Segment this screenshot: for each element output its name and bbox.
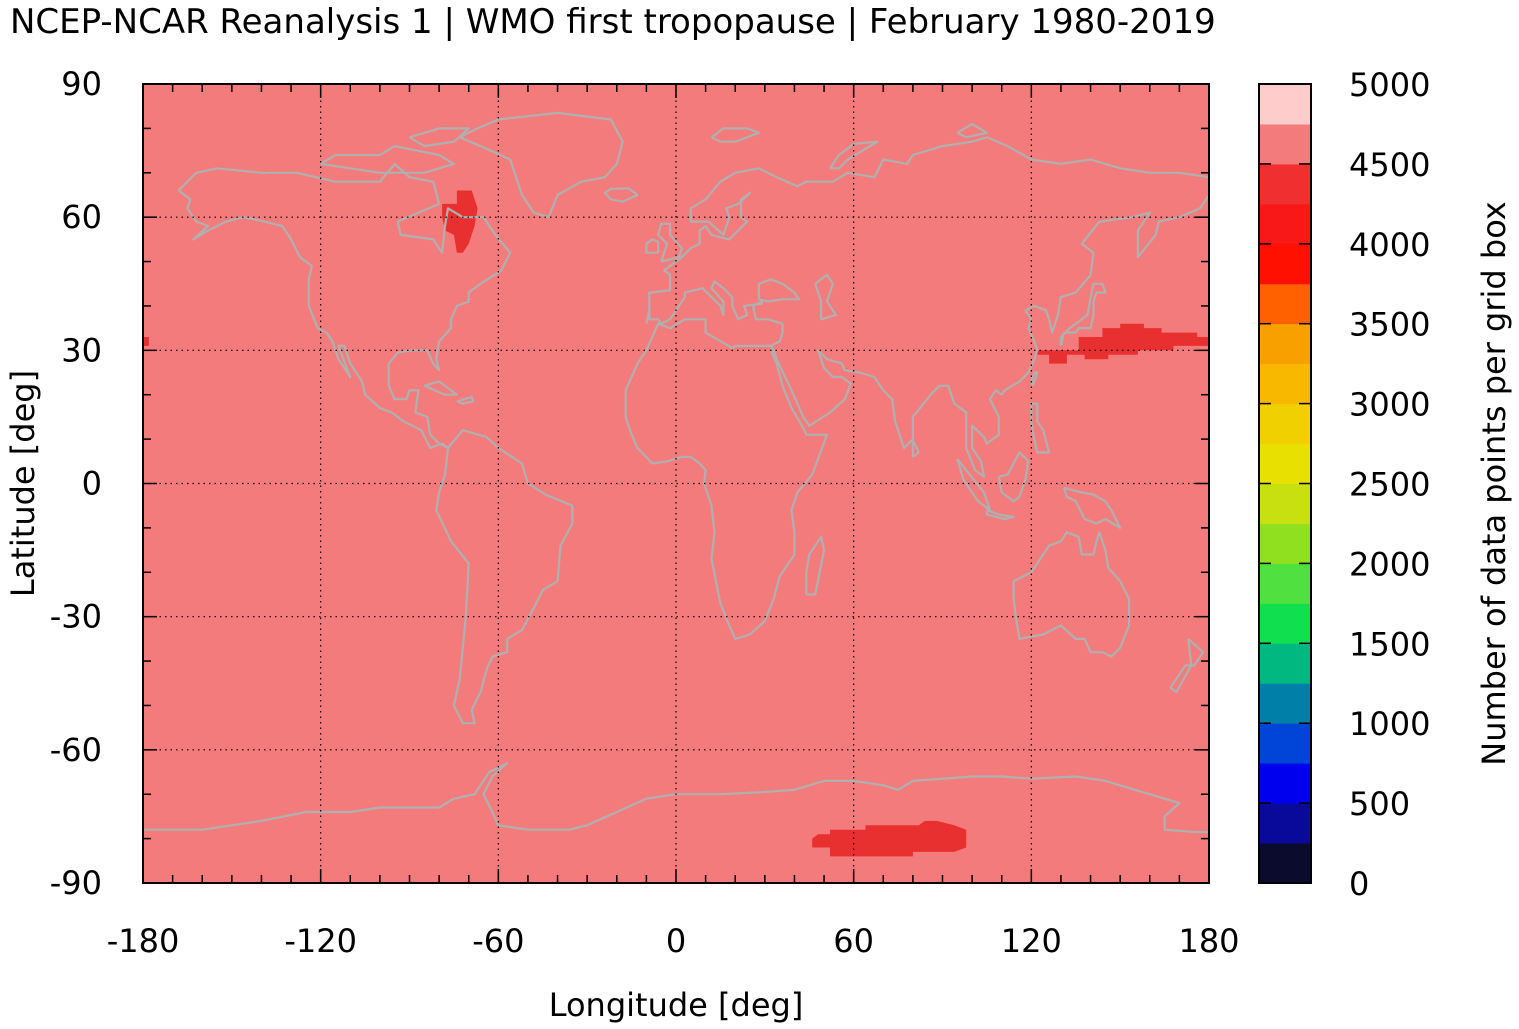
colorbar-segment <box>1259 483 1311 524</box>
colorbar-tick-label: 500 <box>1349 785 1410 823</box>
density-patch-east-antarctica <box>812 820 967 857</box>
colorbar-tick-labels: 0 500 1000 1500 2000 2500 3000 3500 4000 4500 5000 <box>1349 66 1430 903</box>
coastline-arctic-islands-1 <box>320 145 455 174</box>
y-tick-labels: 90 60 30 0 -30 -60 -90 <box>50 65 102 902</box>
grid-lines <box>143 84 1209 883</box>
density-patch-dateline-30n <box>143 337 149 346</box>
y-tick-label: -90 <box>50 864 102 902</box>
coastline-australia <box>1012 531 1131 658</box>
colorbar-tick-label: 3000 <box>1349 386 1430 424</box>
y-tick-label: 0 <box>82 465 102 503</box>
colorbar-segment <box>1259 203 1311 245</box>
x-tick-labels: -180 -120 -60 0 60 120 180 <box>107 922 1240 960</box>
colorbar-tick-label: 4000 <box>1349 226 1430 264</box>
colorbar-segment <box>1259 643 1311 684</box>
coastline-north-america <box>177 162 512 450</box>
coastline-ireland <box>645 238 660 254</box>
x-tick-label: 60 <box>833 922 874 960</box>
coastline-taiwan <box>1030 371 1039 387</box>
colorbar-segment <box>1259 523 1311 564</box>
colorbar-segment <box>1259 683 1311 724</box>
colorbar-segment <box>1259 283 1311 325</box>
colorbar <box>1258 83 1312 884</box>
colorbar-segment <box>1259 123 1311 165</box>
coastline-arctic-islands-2 <box>408 127 470 148</box>
coastline-borneo <box>997 451 1030 503</box>
colorbar-segment <box>1259 763 1311 804</box>
coastline-asia-east <box>624 194 1210 641</box>
colorbar-segment <box>1259 603 1311 644</box>
coastline-eurasia-africa <box>645 136 1210 324</box>
colorbar-tick-label: 2500 <box>1349 466 1430 504</box>
y-tick-label: 30 <box>61 331 102 369</box>
colorbar-segment <box>1259 403 1311 445</box>
x-tick-label: 0 <box>666 922 686 960</box>
density-patch-hudson-bay <box>442 190 478 253</box>
density-patch-northwest-pacific <box>1037 323 1209 364</box>
colorbar-segment <box>1259 443 1311 484</box>
colorbar-tick-label: 1000 <box>1349 705 1430 743</box>
coastline-hispaniola <box>456 395 475 405</box>
coastline-severnaya <box>956 122 989 139</box>
coastline-black-sea <box>757 278 801 303</box>
colorbar-segment <box>1259 803 1311 844</box>
colorbar-tick-label: 0 <box>1349 865 1369 903</box>
coastlines <box>143 111 1210 834</box>
coastline-sri-lanka <box>911 439 920 458</box>
y-tick-label: 60 <box>61 198 102 236</box>
colorbar-label: Number of data points per grid box <box>1475 201 1513 765</box>
colorbar-tick-label: 4500 <box>1349 146 1430 184</box>
coastline-philippines <box>1030 402 1051 454</box>
coastline-mediterranean <box>770 323 784 347</box>
colorbar-segment <box>1259 323 1311 365</box>
colorbar-tick-label: 1500 <box>1349 625 1430 663</box>
coastline-java <box>985 509 1015 521</box>
colorbar-tick-label: 2000 <box>1349 545 1430 583</box>
colorbar-segment <box>1259 843 1311 884</box>
axis-ticks <box>142 83 1210 884</box>
coastline-south-america <box>435 429 574 725</box>
colorbar-segment <box>1259 163 1311 205</box>
coastline-iceland <box>603 187 639 203</box>
x-tick-label: 180 <box>1178 922 1239 960</box>
x-tick-label: 120 <box>1001 922 1062 960</box>
coastline-great-britain <box>657 222 684 263</box>
x-tick-label: -60 <box>472 922 524 960</box>
coastline-antarctica <box>143 761 1209 834</box>
coastline-new-zealand <box>1169 638 1205 694</box>
coastline-novaya-zemlya <box>829 140 879 170</box>
coastline-svalbard <box>710 127 761 143</box>
x-tick-label: -180 <box>107 922 180 960</box>
coastline-med-north <box>648 280 783 325</box>
coastline-cuba <box>423 380 458 396</box>
y-tick-label: -30 <box>50 598 102 636</box>
x-axis-label: Longitude [deg] <box>549 986 804 1024</box>
colorbar-tick-label: 3500 <box>1349 306 1430 344</box>
colorbar-segment <box>1259 563 1311 604</box>
colorbar-segment <box>1259 363 1311 405</box>
colorbar-tick-label: 5000 <box>1349 66 1430 104</box>
y-tick-label: 90 <box>61 65 102 103</box>
coastline-madagascar <box>805 535 826 596</box>
chart-title: NCEP-NCAR Reanalysis 1 | WMO first tropo… <box>10 2 1216 42</box>
colorbar-segment <box>1259 723 1311 764</box>
colorbar-segment <box>1259 84 1311 125</box>
coastline-caspian <box>814 273 838 321</box>
coastline-japan <box>1059 282 1107 347</box>
y-axis-label: Latitude [deg] <box>4 370 42 597</box>
coastline-new-guinea <box>1062 486 1122 530</box>
coastline-greenland <box>459 111 624 219</box>
colorbar-segment <box>1259 243 1311 285</box>
x-tick-label: -120 <box>284 922 357 960</box>
y-tick-label: -60 <box>50 731 102 769</box>
